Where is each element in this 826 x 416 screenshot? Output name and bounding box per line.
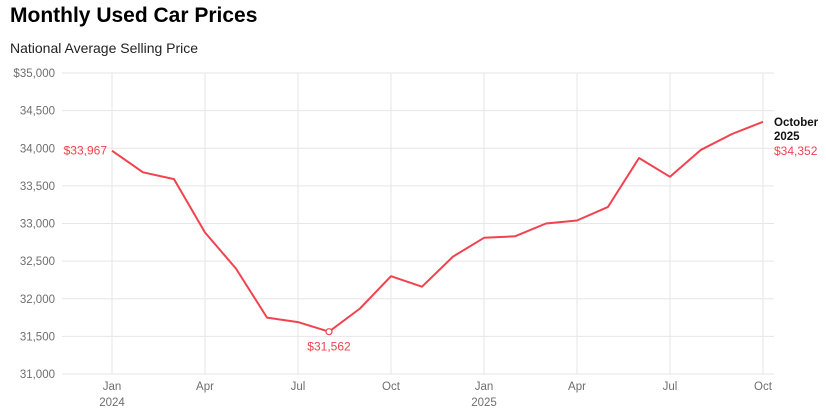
y-tick-label: 33,000 bbox=[20, 219, 55, 231]
y-tick-label: $35,000 bbox=[13, 68, 55, 80]
x-tick-year-label: 2025 bbox=[471, 397, 497, 409]
annotation-end-year: 2025 bbox=[774, 131, 800, 143]
y-tick-label: 31,500 bbox=[20, 331, 55, 343]
x-tick-label: Jan bbox=[475, 381, 494, 393]
y-tick-label: 32,000 bbox=[20, 294, 55, 306]
x-tick-label: Jul bbox=[663, 381, 678, 393]
annotation-end-month: October bbox=[774, 117, 819, 129]
annotation-end-value: $34,352 bbox=[774, 144, 818, 158]
y-tick-label: 33,500 bbox=[20, 181, 55, 193]
annotation-min-value: $31,562 bbox=[307, 340, 351, 354]
annotation-start-value: $33,967 bbox=[64, 144, 108, 158]
x-tick-label: Jul bbox=[291, 381, 306, 393]
x-tick-label: Apr bbox=[196, 381, 214, 393]
x-tick-label: Jan bbox=[103, 381, 122, 393]
x-tick-label: Oct bbox=[382, 381, 401, 393]
y-tick-label: 31,000 bbox=[20, 369, 55, 381]
x-tick-label: Oct bbox=[754, 381, 773, 393]
y-tick-label: 34,000 bbox=[20, 143, 55, 155]
y-tick-label: 32,500 bbox=[20, 256, 55, 268]
y-tick-label: 34,500 bbox=[20, 106, 55, 118]
chart-title: Monthly Used Car Prices bbox=[10, 4, 258, 27]
price-series-line bbox=[111, 120, 764, 333]
x-tick-label: Apr bbox=[568, 381, 586, 393]
chart-subtitle: National Average Selling Price bbox=[10, 40, 199, 56]
x-tick-year-label: 2024 bbox=[99, 397, 125, 409]
min-point-marker bbox=[325, 328, 333, 336]
